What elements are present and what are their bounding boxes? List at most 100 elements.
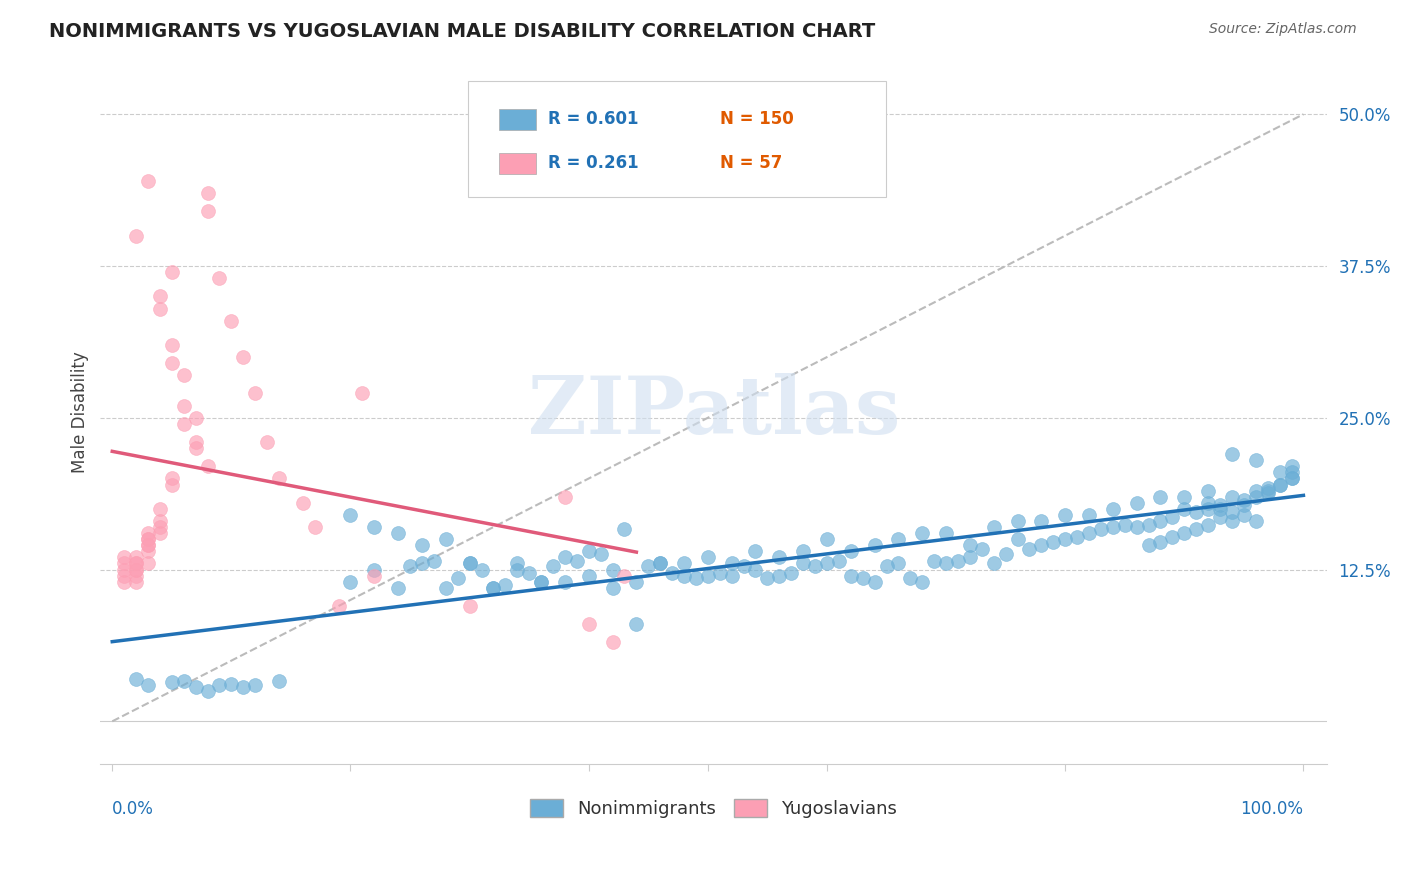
Point	[125, 563, 148, 577]
Point	[1149, 490, 1171, 504]
Point	[136, 174, 159, 188]
Point	[1268, 477, 1291, 491]
Point	[184, 681, 207, 695]
Point	[578, 617, 600, 632]
Point	[1244, 490, 1267, 504]
Point	[1209, 498, 1232, 512]
Point	[434, 532, 457, 546]
Point	[1281, 471, 1303, 485]
Point	[221, 676, 243, 690]
Point	[935, 557, 957, 571]
Point	[1185, 523, 1208, 537]
Point	[458, 599, 481, 613]
Point	[1173, 526, 1195, 541]
Point	[626, 574, 648, 589]
Point	[1197, 496, 1219, 510]
Point	[1257, 481, 1279, 495]
Point	[1173, 501, 1195, 516]
Point	[1281, 466, 1303, 480]
Text: N = 57: N = 57	[720, 154, 782, 172]
Point	[804, 558, 827, 573]
Point	[1114, 517, 1136, 532]
Point	[661, 566, 683, 581]
Point	[1149, 534, 1171, 549]
Point	[232, 681, 254, 695]
Point	[602, 563, 624, 577]
Point	[125, 550, 148, 565]
Point	[387, 526, 409, 541]
Point	[267, 674, 290, 689]
Point	[506, 563, 529, 577]
Point	[852, 571, 875, 585]
Point	[554, 550, 576, 565]
Point	[720, 557, 742, 571]
Point	[245, 386, 267, 401]
Point	[876, 558, 898, 573]
Point	[1233, 493, 1256, 508]
Point	[1281, 459, 1303, 474]
Point	[160, 338, 183, 352]
Point	[112, 568, 135, 582]
Point	[482, 581, 505, 595]
Point	[673, 568, 696, 582]
Point	[1257, 486, 1279, 500]
Point	[112, 574, 135, 589]
Point	[197, 459, 219, 474]
Point	[363, 568, 385, 582]
Point	[1244, 453, 1267, 467]
Point	[112, 550, 135, 565]
Point	[1209, 510, 1232, 524]
Point	[1209, 501, 1232, 516]
Point	[709, 566, 731, 581]
Point	[792, 544, 814, 558]
Point	[1220, 447, 1243, 461]
Bar	[499, 109, 536, 130]
Point	[363, 563, 385, 577]
Point	[1220, 490, 1243, 504]
Point	[411, 538, 433, 552]
Point	[149, 520, 172, 534]
Point	[136, 538, 159, 552]
Point	[1149, 514, 1171, 528]
Point	[815, 557, 838, 571]
Point	[733, 558, 755, 573]
Point	[673, 557, 696, 571]
Point	[1233, 498, 1256, 512]
Point	[983, 520, 1005, 534]
Point	[517, 566, 540, 581]
Point	[578, 544, 600, 558]
Point	[411, 557, 433, 571]
Point	[589, 547, 612, 561]
Point	[447, 571, 470, 585]
Text: 0.0%: 0.0%	[112, 800, 155, 818]
Point	[160, 471, 183, 485]
Point	[1066, 530, 1088, 544]
Point	[125, 568, 148, 582]
Point	[1137, 517, 1160, 532]
Point	[887, 557, 910, 571]
Point	[839, 544, 862, 558]
Point	[136, 532, 159, 546]
Point	[554, 574, 576, 589]
Point	[291, 496, 314, 510]
Point	[267, 471, 290, 485]
Point	[863, 538, 886, 552]
Point	[1078, 526, 1101, 541]
Point	[184, 435, 207, 450]
Point	[768, 550, 790, 565]
Point	[1054, 532, 1077, 546]
Point	[744, 563, 766, 577]
Point	[149, 301, 172, 316]
Point	[1007, 532, 1029, 546]
Point	[423, 554, 446, 568]
Point	[112, 563, 135, 577]
Point	[1090, 523, 1112, 537]
Point	[613, 523, 636, 537]
Text: N = 150: N = 150	[720, 111, 794, 128]
Text: R = 0.261: R = 0.261	[548, 154, 638, 172]
Point	[470, 563, 492, 577]
Point	[352, 386, 374, 401]
Point	[221, 313, 243, 327]
Point	[149, 501, 172, 516]
Text: ZIPatlas: ZIPatlas	[527, 373, 900, 450]
